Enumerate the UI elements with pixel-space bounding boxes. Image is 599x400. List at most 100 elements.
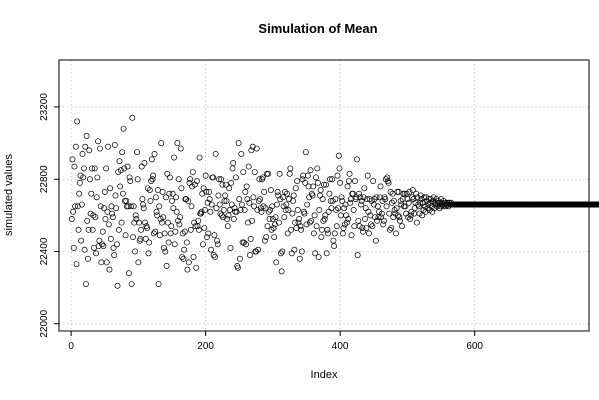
data-point [298,248,305,255]
data-point [160,244,167,251]
data-point [167,174,173,181]
data-point [296,255,303,262]
data-point [241,207,248,213]
data-point [202,172,209,179]
data-point [119,149,126,156]
data-point [169,190,176,197]
data-point [95,138,101,145]
data-point [304,201,311,208]
data-point [218,176,225,183]
data-point [234,264,241,271]
data-point [196,154,203,161]
data-point [323,181,329,188]
data-point [122,232,129,239]
data-point [345,178,352,184]
data-point [177,214,184,221]
data-point [247,235,254,242]
data-point [322,212,329,219]
data-point [113,241,120,248]
data-point [228,201,235,208]
data-point [225,212,232,219]
data-point [175,217,181,224]
data-point [310,183,317,190]
data-point [597,201,599,208]
data-point [235,140,242,147]
data-point [349,190,356,197]
data-point [125,270,132,277]
data-point [150,230,157,237]
data-point [382,196,389,203]
data-point [211,232,218,239]
data-point [261,237,268,244]
data-point [189,169,196,175]
data-point [181,228,188,235]
data-point [397,217,403,224]
data-point [251,169,258,175]
data-point [98,259,105,266]
data-point [343,219,350,226]
data-point [393,205,400,212]
data-point [187,176,194,183]
data-point [335,152,342,159]
data-point [111,141,118,148]
data-point [274,188,281,195]
data-point [338,194,345,201]
data-point [230,216,237,222]
data-point [296,216,303,222]
data-point [73,261,80,268]
data-point [292,219,299,226]
data-point [214,237,221,244]
data-point [366,230,373,237]
data-point [85,226,92,233]
data-point [97,145,103,152]
data-point [81,246,88,253]
data-point [114,282,121,289]
data-point [106,266,113,273]
data-point [246,199,253,206]
data-point [278,268,285,275]
data-point [233,208,240,215]
data-point [326,190,333,197]
data-point [82,143,89,150]
data-point [102,216,109,222]
data-point [115,226,122,233]
data-point [74,203,81,210]
data-point [356,190,362,197]
x-tick-label: 400 [332,341,349,352]
data-point [339,230,346,237]
data-point [82,281,89,287]
data-point [238,201,245,208]
data-point [142,235,149,242]
data-point [282,188,288,195]
data-point [354,252,361,259]
data-point [321,181,327,188]
data-point [306,219,313,226]
data-point [415,203,422,210]
data-point [355,217,362,224]
data-point [204,199,211,206]
data-point [314,165,321,172]
data-point [88,190,95,197]
data-point [387,188,394,195]
data-point [294,178,301,184]
data-point [103,165,110,172]
data-point [163,263,170,269]
data-point [226,185,233,192]
data-point [341,205,348,212]
data-point [423,197,430,204]
data-point [210,174,216,181]
data-point [390,197,397,204]
data-point [72,203,79,210]
data-point [319,196,326,203]
data-point [173,194,179,201]
data-point [138,226,145,233]
data-point [231,205,238,212]
data-point [84,255,91,262]
data-point [596,201,599,208]
chart-title: Simulation of Mean [258,21,377,36]
data-point [370,178,377,184]
data-point [291,246,298,253]
data-point [205,230,212,237]
data-point [158,219,165,226]
data-point [290,192,297,199]
